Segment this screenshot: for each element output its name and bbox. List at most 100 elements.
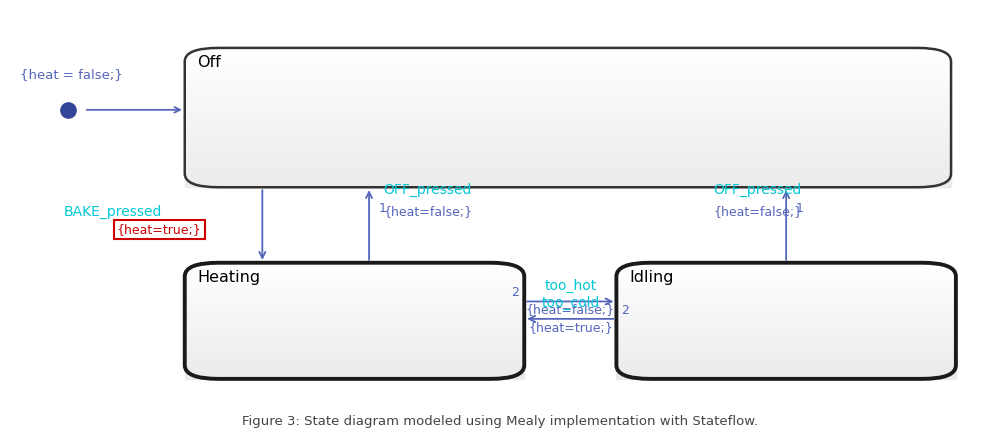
Bar [616, 326, 956, 327]
Bar [185, 123, 951, 125]
Bar [616, 317, 956, 319]
Bar [616, 372, 956, 373]
Bar [616, 367, 956, 369]
Bar [185, 293, 524, 294]
Bar [185, 101, 951, 102]
Bar [185, 316, 524, 317]
Bar [616, 266, 956, 267]
Bar [616, 327, 956, 328]
Bar [616, 304, 956, 306]
Bar [616, 337, 956, 338]
Text: too_hot: too_hot [544, 279, 596, 293]
Bar [185, 295, 524, 296]
Bar [616, 378, 956, 379]
Bar [185, 111, 951, 112]
Bar [185, 130, 951, 132]
Bar [616, 324, 956, 326]
Bar [185, 108, 951, 109]
Bar [185, 74, 951, 76]
Bar [616, 336, 956, 337]
Text: BAKE_pressed: BAKE_pressed [64, 206, 162, 219]
Bar [185, 151, 951, 152]
Bar [185, 344, 524, 345]
Bar [185, 321, 524, 322]
Bar [185, 137, 951, 138]
Bar [185, 332, 524, 334]
Bar [185, 267, 524, 269]
Bar [616, 296, 956, 298]
Text: {heat=true;}: {heat=true;} [117, 223, 202, 237]
Bar [185, 69, 951, 70]
Bar [185, 138, 951, 140]
Bar [185, 80, 951, 81]
Bar [616, 284, 956, 285]
Bar [185, 330, 524, 331]
Bar [185, 88, 951, 90]
Bar [185, 319, 524, 321]
Bar [185, 324, 524, 326]
Bar [185, 307, 524, 308]
Bar [185, 127, 951, 129]
Bar [185, 336, 524, 337]
Bar [616, 329, 956, 330]
Bar [185, 161, 951, 162]
Bar [185, 288, 524, 289]
Bar [185, 104, 951, 105]
Bar [616, 300, 956, 301]
Bar [616, 293, 956, 294]
Bar [185, 323, 524, 324]
Bar [185, 346, 524, 347]
Bar [185, 292, 524, 293]
Bar [185, 147, 951, 148]
Bar [616, 308, 956, 309]
Bar [185, 300, 524, 301]
Bar [185, 48, 951, 49]
Bar [185, 63, 951, 64]
Bar [185, 328, 524, 329]
Bar [185, 129, 951, 130]
Bar [185, 310, 524, 311]
Bar [185, 86, 951, 87]
Bar [185, 90, 951, 91]
Bar [616, 314, 956, 315]
Text: too_cold: too_cold [541, 296, 600, 310]
Bar [185, 357, 524, 358]
Text: Idling: Idling [629, 270, 674, 285]
Bar [616, 358, 956, 359]
Bar [185, 95, 951, 97]
Bar [616, 272, 956, 273]
Bar [185, 371, 524, 372]
Bar [185, 166, 951, 168]
Bar [616, 321, 956, 322]
Bar [616, 344, 956, 345]
Bar [185, 117, 951, 119]
Bar [185, 70, 951, 71]
Bar [185, 278, 524, 279]
Bar [185, 308, 524, 309]
Bar [185, 144, 951, 145]
Bar [616, 349, 956, 350]
Bar [616, 292, 956, 293]
Bar [185, 271, 524, 272]
Bar [616, 342, 956, 343]
Bar [616, 351, 956, 352]
Bar [616, 283, 956, 284]
Bar [185, 329, 524, 330]
Bar [616, 346, 956, 347]
Bar [185, 115, 951, 116]
Text: {heat=false;}: {heat=false;} [384, 205, 473, 218]
Text: Figure 3: State diagram modeled using Mealy implementation with Stateflow.: Figure 3: State diagram modeled using Me… [242, 415, 758, 428]
Text: {heat=true;}: {heat=true;} [528, 321, 613, 334]
Bar [185, 132, 951, 133]
Bar [185, 172, 951, 173]
Bar [185, 263, 524, 264]
Bar [616, 295, 956, 296]
Bar [185, 162, 951, 163]
Bar [616, 352, 956, 353]
Bar [185, 134, 951, 136]
Bar [616, 371, 956, 372]
Bar [616, 289, 956, 291]
Bar [616, 309, 956, 310]
Bar [185, 76, 951, 77]
Bar [185, 301, 524, 302]
